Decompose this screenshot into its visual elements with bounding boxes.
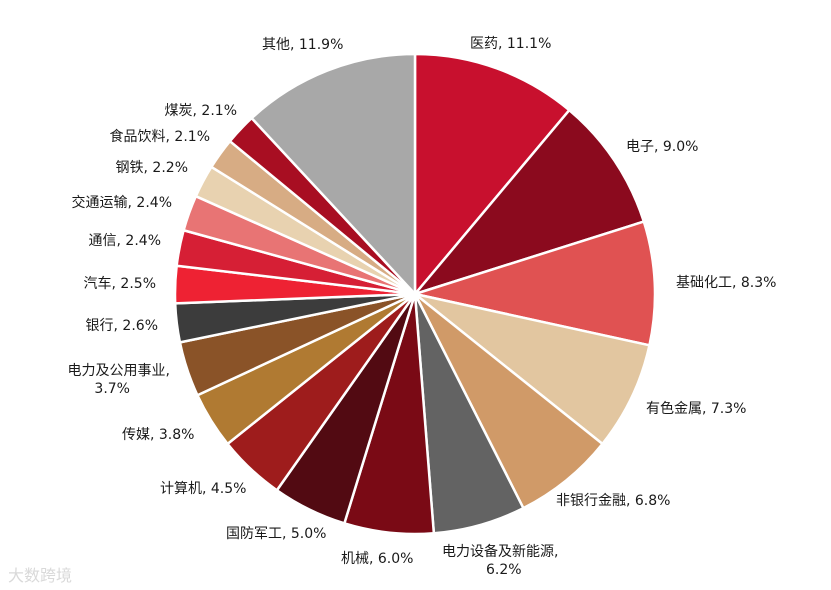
slice-label-5: 电力设备及新能源, 6.2% xyxy=(442,543,558,578)
slice-label-12: 汽车, 2.5% xyxy=(84,275,156,292)
slice-label-11: 银行, 2.6% xyxy=(86,318,158,334)
slice-label-18: 其他, 11.9% xyxy=(262,37,343,53)
pie-slices xyxy=(173,52,657,536)
slice-label-2: 基础化工, 8.3% xyxy=(676,274,776,291)
slice-label-15: 钢铁, 2.2% xyxy=(116,160,188,176)
slice-label-0: 医药, 11.1% xyxy=(470,36,551,52)
slice-label-13: 通信, 2.4% xyxy=(89,233,161,249)
pie-slice-2 xyxy=(413,220,657,347)
watermark-text: 大数跨境 xyxy=(8,566,73,585)
slice-label-7: 国防军工, 5.0% xyxy=(226,526,326,542)
pie-slice-18 xyxy=(250,52,417,296)
slice-label-1: 电子, 9.0% xyxy=(626,139,698,155)
slice-label-4: 非银行金融, 6.8% xyxy=(556,493,670,509)
slice-label-14: 交通运输, 2.4% xyxy=(72,194,172,211)
slice-label-6: 机械, 6.0% xyxy=(341,551,413,567)
pie-slice-0 xyxy=(413,52,571,296)
slice-label-10: 电力及公用事业, 3.7% xyxy=(68,363,170,397)
slice-label-8: 计算机, 4.5% xyxy=(160,481,246,497)
slice-label-17: 煤炭, 2.1% xyxy=(165,103,237,119)
slice-label-9: 传媒, 3.8% xyxy=(122,427,194,443)
slice-labels: 医药, 11.1% 电子, 9.0% 基础化工, 8.3% 有色金属, 7.3% 非银行… xyxy=(68,36,777,578)
pie-slice-1 xyxy=(413,108,646,296)
pie-slice-3 xyxy=(413,292,651,446)
slice-label-16: 食品饮料, 2.1% xyxy=(110,128,210,145)
slice-label-3: 有色金属, 7.3% xyxy=(646,400,746,417)
